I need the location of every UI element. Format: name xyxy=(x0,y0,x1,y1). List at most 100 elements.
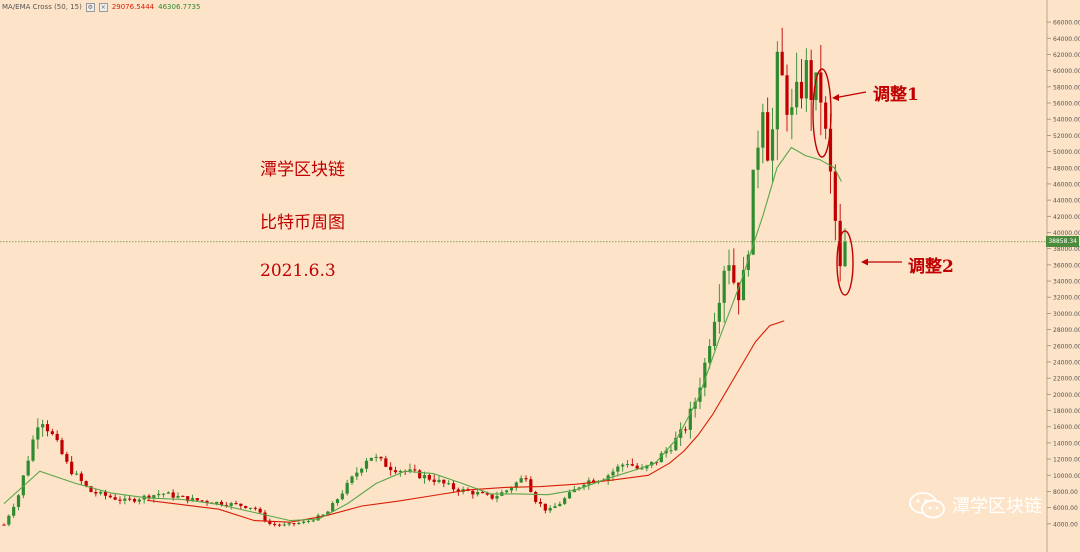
candle-body xyxy=(514,482,518,488)
candle-body xyxy=(659,453,663,463)
axis-tick-label: 22000.00 xyxy=(1053,376,1080,383)
candle-body xyxy=(277,524,282,526)
candle-body xyxy=(683,429,688,431)
axis-tick-label: 42000.00 xyxy=(1053,214,1080,221)
candle-body xyxy=(195,498,199,501)
candle-body xyxy=(181,495,185,497)
candle-body xyxy=(413,469,417,471)
watermark: 潭学区块链 xyxy=(908,490,1042,520)
candle-body xyxy=(582,484,586,488)
candle-body xyxy=(268,520,272,524)
candle-body xyxy=(384,458,388,467)
candle-body xyxy=(45,424,50,432)
candle-body xyxy=(311,520,315,522)
axis-tick-label: 48000.00 xyxy=(1053,165,1080,172)
candle-body xyxy=(374,456,378,458)
axis-tick-label: 32000.00 xyxy=(1053,295,1080,302)
candle-body xyxy=(297,522,301,524)
candle-body xyxy=(630,464,634,466)
candle-body xyxy=(36,427,40,440)
wechat-icon xyxy=(909,492,945,519)
candle-body xyxy=(176,495,180,498)
candle-body xyxy=(244,505,248,509)
axis-tick-label: 54000.00 xyxy=(1053,117,1080,124)
candle-body xyxy=(746,254,750,270)
candle-body xyxy=(790,107,794,115)
annotation-adjust1: 调整1 xyxy=(873,85,919,105)
candle-body xyxy=(321,514,325,516)
axis-tick-label: 46000.00 xyxy=(1053,181,1080,188)
price-axis[interactable]: 66000.00 64000.00 62000.00 60000.00 58000.00… xyxy=(1046,0,1080,552)
adjust1-arrow-head xyxy=(832,94,839,101)
axis-tick-label: 62000.00 xyxy=(1053,52,1080,59)
candle-body xyxy=(553,506,557,509)
candle-body xyxy=(137,499,141,502)
current-price-tag: 38858.34 xyxy=(1046,236,1079,248)
candle-body xyxy=(509,487,514,491)
candle-body xyxy=(70,461,74,475)
candle-body xyxy=(625,464,630,466)
candle-body xyxy=(427,475,431,480)
candle-body xyxy=(99,491,103,494)
candle-body xyxy=(843,241,847,267)
candle-body xyxy=(679,429,683,438)
axis-tick-label: 20000.00 xyxy=(1053,392,1080,399)
candle-body xyxy=(2,524,6,526)
candle-body xyxy=(688,408,692,430)
candle-body xyxy=(355,472,359,477)
candle-body xyxy=(166,492,170,494)
axis-tick-label: 64000.00 xyxy=(1053,36,1080,43)
candle-body xyxy=(422,475,427,479)
candle-body xyxy=(152,495,156,499)
candle-body xyxy=(113,497,117,500)
candle-body xyxy=(239,503,243,506)
candle-body xyxy=(799,81,804,99)
candle-body xyxy=(606,475,610,481)
ema15-line xyxy=(3,146,842,522)
candle-body xyxy=(215,501,219,504)
candle-body xyxy=(838,220,842,267)
candle-body xyxy=(640,468,644,470)
candle-body xyxy=(103,491,108,496)
candle-body xyxy=(123,498,127,501)
candle-body xyxy=(31,439,35,461)
candle-body xyxy=(737,282,741,301)
candle-body xyxy=(529,479,533,493)
annotation-adjust2: 调整2 xyxy=(908,257,954,277)
candle-body xyxy=(157,493,161,496)
candle-body xyxy=(94,492,98,494)
ma50-line xyxy=(147,320,785,523)
close-icon[interactable]: × xyxy=(98,2,108,12)
candle-body xyxy=(229,503,233,506)
candle-body xyxy=(26,460,30,476)
axis-tick-label: 36000.00 xyxy=(1053,262,1080,269)
adjust1-ellipse xyxy=(812,68,832,158)
adjust1-arrow-line xyxy=(833,91,867,99)
overlay-title: 潭学区块链 xyxy=(260,160,345,180)
ema-value: 46306.7735 xyxy=(158,3,201,11)
settings-icon[interactable]: ⚙ xyxy=(85,2,95,12)
candle-body xyxy=(775,51,779,130)
candle-body xyxy=(316,515,320,521)
candle-body xyxy=(548,508,552,511)
candle-body xyxy=(712,321,717,347)
candle-body xyxy=(393,470,398,473)
candle-body xyxy=(84,481,88,487)
candle-body xyxy=(534,492,538,502)
candle-body xyxy=(476,492,480,495)
candle-body xyxy=(524,478,528,480)
candle-body xyxy=(480,492,485,494)
candle-body xyxy=(108,495,112,498)
candle-body xyxy=(41,424,45,428)
candle-body xyxy=(563,498,567,504)
axis-tick-label: 58000.00 xyxy=(1053,84,1080,91)
adjust2-ellipse xyxy=(836,230,854,296)
candle-body xyxy=(804,60,808,99)
candle-body xyxy=(442,479,446,484)
axis-tick-label: 12000.00 xyxy=(1053,457,1080,464)
candle-body xyxy=(331,503,335,512)
candle-body xyxy=(621,464,625,467)
candle-body xyxy=(389,466,393,471)
axis-tick-label: 60000.00 xyxy=(1053,68,1080,75)
